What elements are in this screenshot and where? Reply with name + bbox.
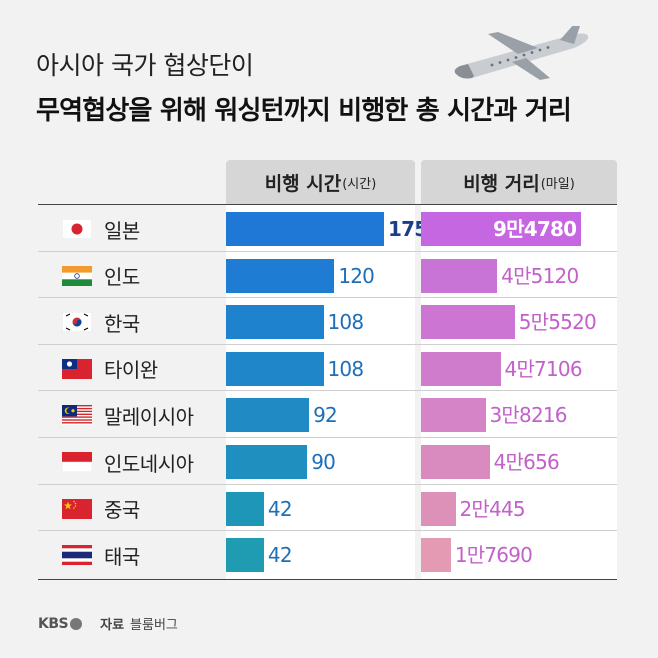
distance-value-label: 5만5520 (518, 310, 597, 335)
country-name: 인도 (104, 265, 140, 290)
time-bar (226, 258, 335, 293)
distance-bar (421, 491, 456, 526)
distance-bar (421, 212, 581, 246)
distance-value-label: 4만656 (493, 450, 560, 474)
time-column-unit: (시간) (342, 176, 377, 192)
distance-bar (421, 445, 490, 479)
time-value-label: 42 (267, 543, 293, 568)
distance-value-label: 4만7106 (504, 356, 583, 381)
distance-column-header: 비행 거리 (마일) (421, 160, 617, 204)
row-divider (38, 437, 617, 438)
distance-value-label: 3만8216 (489, 403, 568, 428)
time-value-label: 90 (311, 450, 336, 474)
airplane-icon (454, 26, 589, 80)
china-flag-icon (62, 498, 92, 519)
malaysia-flag-icon (62, 405, 92, 426)
table-bottom-rule (38, 579, 617, 580)
korea-flag-icon (62, 312, 92, 333)
country-name: 타이완 (104, 358, 158, 383)
time-bar (226, 351, 324, 386)
country-label: 타이완 (62, 346, 158, 392)
country-name: 말레이시아 (104, 404, 194, 429)
japan-flag-icon (62, 219, 92, 239)
row-divider (38, 250, 617, 252)
distance-bar (421, 305, 515, 340)
distance-bar (421, 538, 451, 573)
distance-value-label: 1만7690 (454, 543, 533, 568)
row-divider (38, 530, 617, 532)
row-divider (38, 390, 617, 392)
country-label: 일본 (62, 206, 140, 252)
source-label: 자료 (100, 618, 125, 633)
distance-bar (421, 398, 486, 433)
time-bar (226, 491, 264, 526)
time-column-header: 비행 시간 (시간) (226, 160, 415, 204)
country-name: 한국 (104, 311, 140, 336)
distance-value-label: 2만445 (459, 496, 526, 521)
footer: KBS 자료 블룸버그 (38, 614, 178, 634)
kbs-logo: KBS (38, 615, 69, 632)
title-line-1: 아시아 국가 협상단이 (36, 51, 254, 80)
country-name: 중국 (104, 498, 140, 523)
time-value-label: 108 (327, 356, 365, 381)
time-value-label: 108 (327, 310, 365, 335)
row-divider (38, 483, 617, 485)
time-bar (226, 212, 384, 246)
time-column-label: 비행 시간 (264, 172, 342, 195)
time-bar (226, 398, 310, 433)
country-label: 말레이시아 (62, 392, 194, 438)
title-line-2: 무역협상을 위해 워싱턴까지 비행한 총 시간과 거리 (36, 96, 572, 126)
time-bar (226, 538, 264, 573)
row-divider (38, 297, 617, 299)
indonesia-flag-icon (62, 452, 92, 472)
country-name: 태국 (104, 544, 140, 569)
time-bar (226, 445, 308, 479)
time-bar (226, 305, 324, 340)
country-label: 중국 (62, 486, 140, 532)
country-label: 태국 (62, 532, 140, 578)
distance-bar (421, 258, 498, 293)
distance-value-label: 9만4780 (493, 217, 577, 241)
row-divider (38, 343, 617, 345)
country-label: 한국 (62, 299, 140, 345)
distance-column-label: 비행 거리 (463, 172, 540, 195)
thailand-flag-icon (62, 545, 92, 566)
country-label: 인도네시아 (62, 439, 194, 485)
time-value-label: 120 (338, 263, 375, 288)
time-value-label: 42 (267, 496, 293, 521)
country-name: 일본 (104, 218, 140, 243)
distance-column-unit: (마일) (540, 176, 575, 192)
india-flag-icon (62, 265, 92, 286)
taiwan-flag-icon (62, 358, 92, 379)
country-label: 인도 (62, 253, 140, 299)
table-top-rule (38, 204, 617, 205)
time-value-label: 92 (313, 403, 338, 428)
source-name: 블룸버그 (130, 618, 178, 633)
country-name: 인도네시아 (104, 451, 194, 476)
kbs-logo-mark (70, 617, 83, 630)
distance-value-label: 4만5120 (501, 263, 579, 288)
distance-bar (421, 351, 501, 386)
